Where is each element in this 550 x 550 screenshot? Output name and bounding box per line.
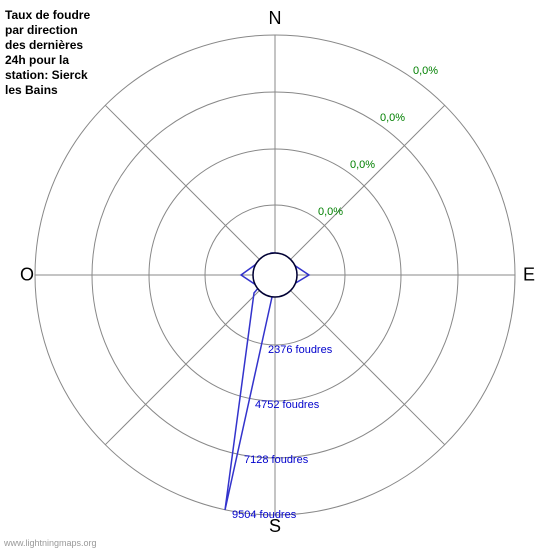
cardinal-east: E [523, 265, 535, 286]
attribution-text: www.lightningmaps.org [4, 538, 97, 548]
blue-ring-label: 7128 foudres [244, 454, 308, 466]
green-ring-label: 0,0% [318, 206, 343, 218]
green-ring-label: 0,0% [413, 65, 438, 77]
cardinal-north: N [269, 8, 282, 29]
inner-circle [253, 253, 297, 297]
cardinal-west: O [20, 265, 34, 286]
blue-ring-label: 2376 foudres [268, 344, 332, 356]
blue-ring-label: 9504 foudres [232, 509, 296, 521]
blue-ring-label: 4752 foudres [255, 399, 319, 411]
green-ring-label: 0,0% [350, 159, 375, 171]
chart-title: Taux de foudre par direction des dernièr… [5, 8, 100, 98]
polar-chart: Taux de foudre par direction des dernièr… [0, 0, 550, 550]
green-ring-label: 0,0% [380, 112, 405, 124]
